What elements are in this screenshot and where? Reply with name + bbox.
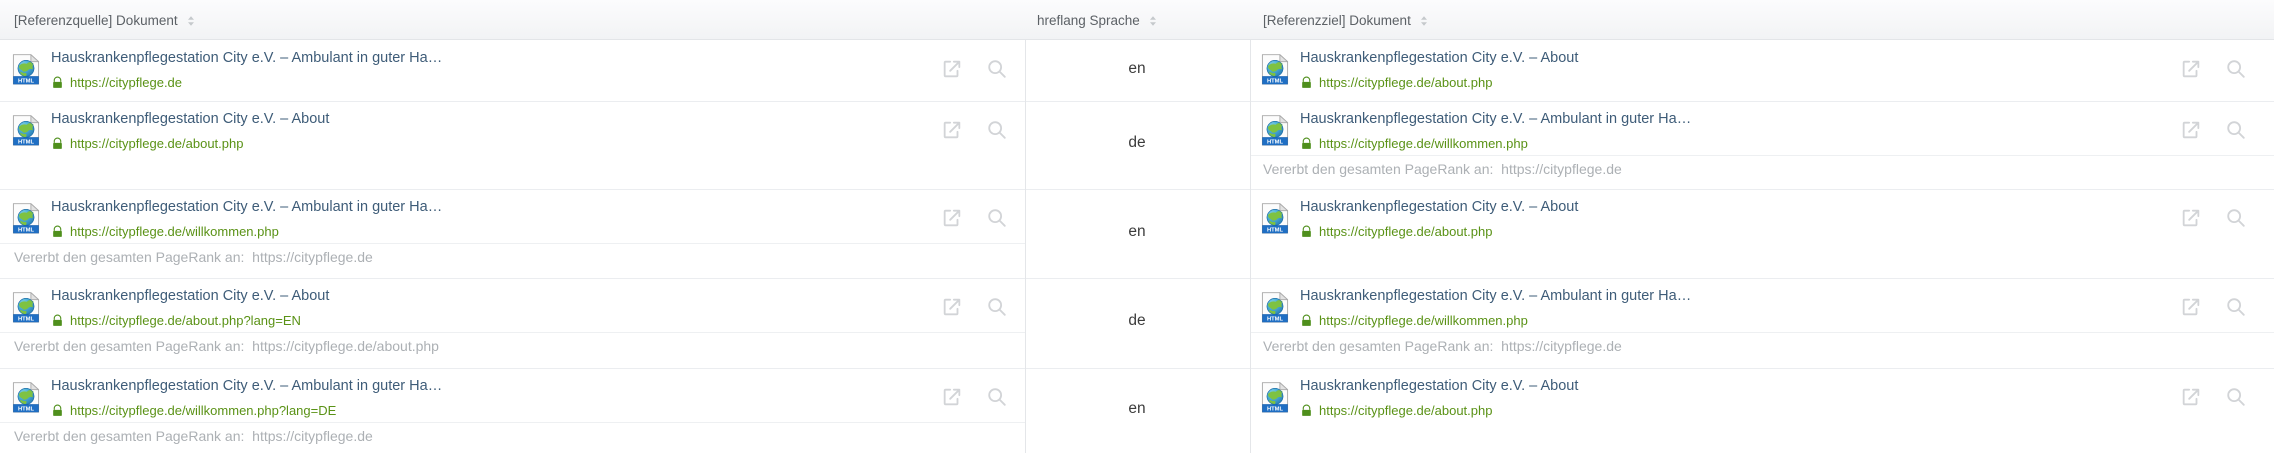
svg-text:HTML: HTML <box>1267 317 1284 323</box>
svg-text:HTML: HTML <box>18 317 35 323</box>
svg-text:HTML: HTML <box>18 228 35 234</box>
svg-text:HTML: HTML <box>1267 79 1284 85</box>
svg-text:HTML: HTML <box>1267 228 1284 234</box>
svg-text:HTML: HTML <box>18 407 35 413</box>
svg-text:HTML: HTML <box>1267 407 1284 413</box>
svg-text:HTML: HTML <box>18 140 35 146</box>
svg-text:HTML: HTML <box>18 79 35 85</box>
svg-text:HTML: HTML <box>1267 140 1284 146</box>
